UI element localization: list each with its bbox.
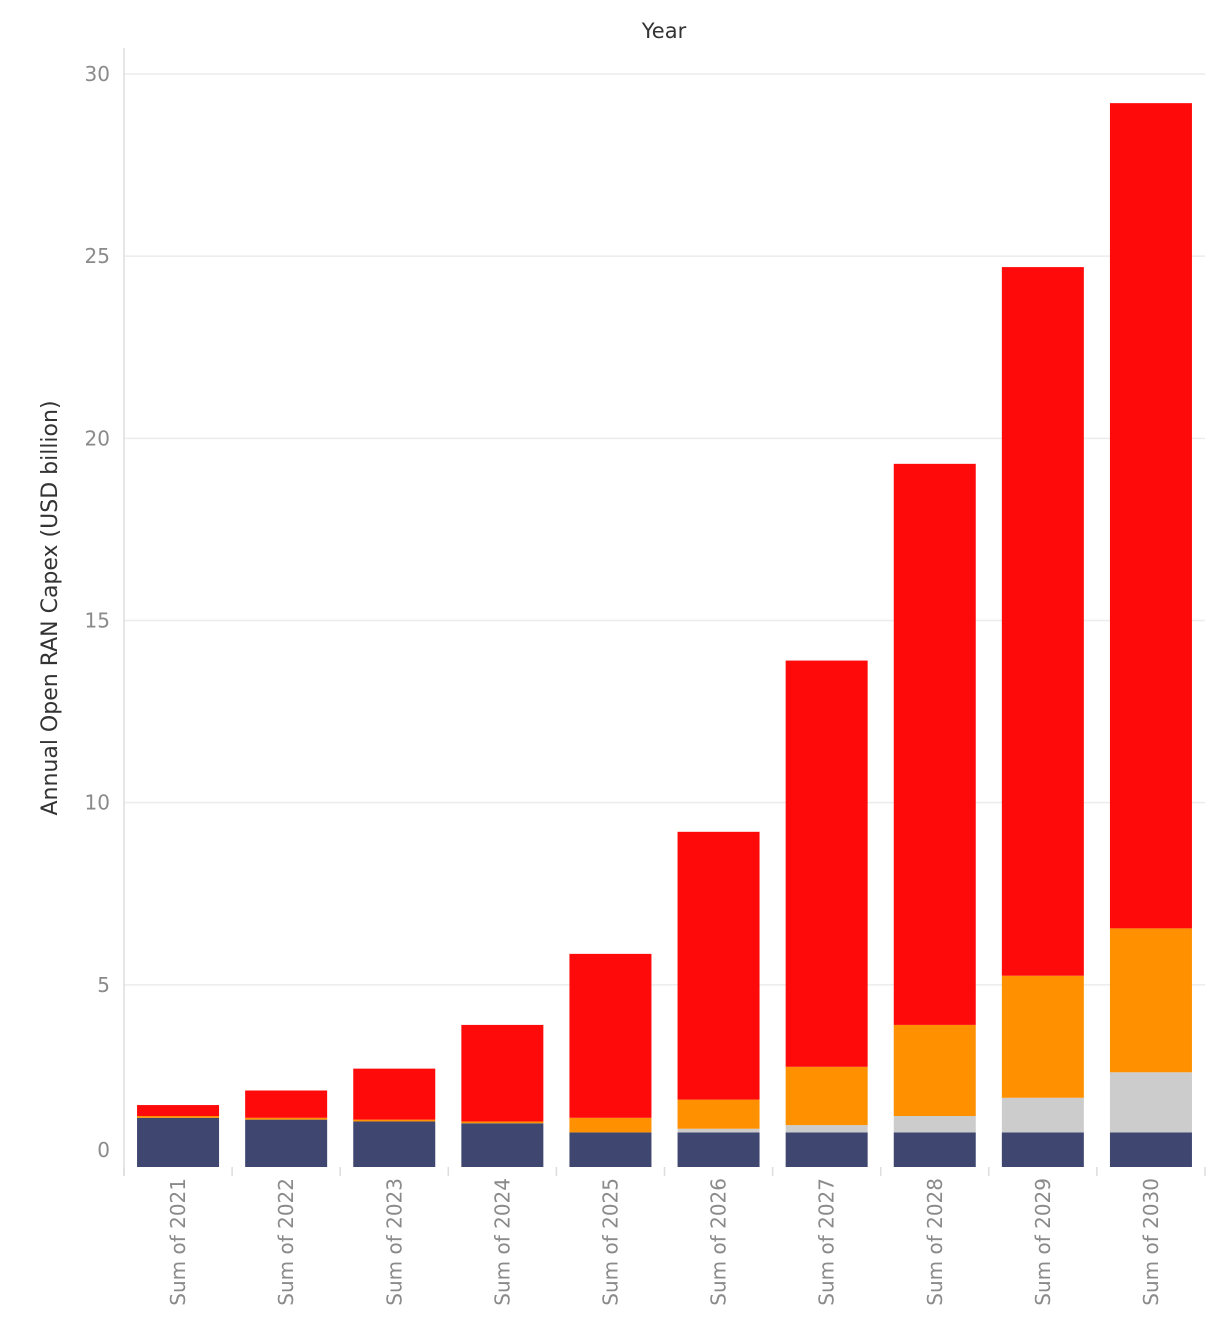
- x-tick-label: Sum of 2030: [1139, 1178, 1163, 1306]
- bar-segment: [461, 1123, 544, 1167]
- bar-segment: [569, 1117, 652, 1133]
- x-tick-label: Sum of 2028: [923, 1178, 947, 1306]
- bar-segment: [893, 1115, 976, 1133]
- bar-segment: [353, 1119, 436, 1122]
- bar-segment: [353, 1068, 436, 1120]
- bar-segment: [137, 1115, 220, 1118]
- bar-segment: [245, 1090, 328, 1118]
- bar-segment: [1109, 928, 1192, 1073]
- bar-segment: [785, 1132, 868, 1167]
- bar-segment: [569, 1132, 652, 1167]
- bar-segment: [1109, 1132, 1192, 1167]
- bar-segment: [1109, 103, 1192, 929]
- x-tick-label: Sum of 2023: [382, 1178, 406, 1306]
- bar-segment: [1001, 1132, 1084, 1167]
- bar-segment: [785, 1125, 868, 1133]
- x-tick-label: Sum of 2025: [598, 1178, 622, 1306]
- bar-segment: [893, 1024, 976, 1116]
- y-tick-label: 5: [97, 973, 110, 997]
- bar-segment: [1001, 267, 1084, 976]
- bar-segment: [1001, 975, 1084, 1098]
- bar-segment: [461, 1024, 544, 1122]
- bar-segment: [677, 1128, 760, 1133]
- x-tick-label: Sum of 2024: [490, 1178, 514, 1306]
- y-axis-label: Annual Open RAN Capex (USD billion): [38, 400, 63, 815]
- x-tick-labels: Sum of 2021 Sum of 2022 Sum of 2023 Sum of …: [166, 1178, 1163, 1306]
- bar-segment: [677, 1099, 760, 1129]
- y-tick-label: 15: [85, 609, 110, 633]
- axes: [123, 48, 1206, 1176]
- bar-segment: [569, 953, 652, 1118]
- bar-segment: [893, 1132, 976, 1167]
- x-tick-label: Sum of 2021: [166, 1178, 190, 1306]
- bar-segment: [137, 1105, 220, 1116]
- bar-segment: [1001, 1097, 1084, 1133]
- bar-segment: [785, 660, 868, 1067]
- bar-segment: [785, 1066, 868, 1126]
- bar-segment: [245, 1117, 328, 1120]
- y-tick-labels: 0 5 10 15 20 25 30: [85, 62, 110, 1162]
- chart-title: Year: [641, 19, 687, 43]
- x-tick-label: Sum of 2022: [274, 1178, 298, 1306]
- y-tick-label: 10: [85, 791, 110, 815]
- bar-segment: [1109, 1072, 1192, 1133]
- bar-segment: [353, 1121, 436, 1167]
- y-tick-label: 25: [85, 244, 110, 268]
- bar-segment: [137, 1117, 220, 1167]
- y-tick-label: 20: [85, 426, 110, 450]
- bar-segment: [677, 831, 760, 1100]
- x-tick-label: Sum of 2027: [815, 1178, 839, 1306]
- x-tick-label: Sum of 2026: [707, 1178, 731, 1306]
- bar-segment: [677, 1132, 760, 1167]
- bar-segment: [893, 463, 976, 1025]
- bars: [137, 103, 1192, 1167]
- bar-segment: [245, 1119, 328, 1167]
- y-tick-label: 0: [97, 1138, 110, 1162]
- y-tick-label: 30: [85, 62, 110, 86]
- bar-segment: [461, 1121, 544, 1124]
- x-tick-label: Sum of 2029: [1031, 1178, 1055, 1306]
